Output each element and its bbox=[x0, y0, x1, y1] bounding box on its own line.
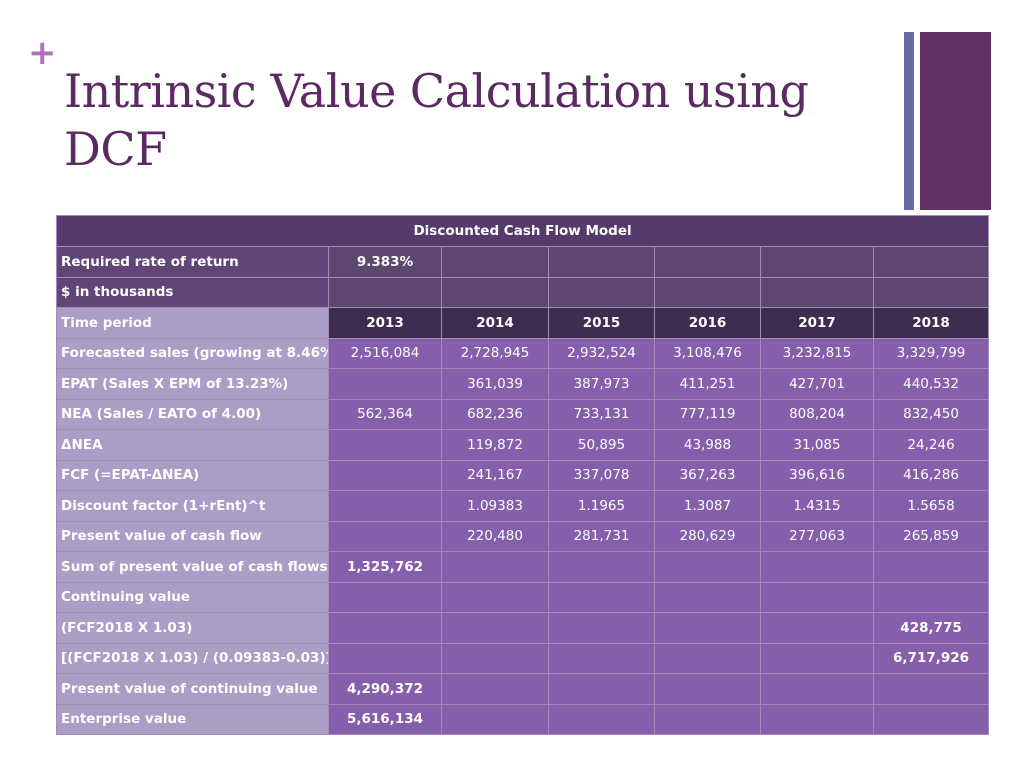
table-row: Present value of continuing value 4,290,… bbox=[56, 673, 990, 705]
year-cell: 2015 bbox=[548, 307, 655, 339]
value-cell: 440,532 bbox=[872, 368, 990, 400]
value-cell: 1.4315 bbox=[760, 490, 874, 522]
value-cell bbox=[328, 429, 442, 461]
row-label: FCF (=EPAT-ΔNEA) bbox=[56, 459, 329, 491]
value-cell: 119,872 bbox=[441, 429, 549, 461]
row-label: Enterprise value bbox=[56, 703, 329, 735]
table-row: Continuing value bbox=[56, 581, 990, 613]
table-row: ΔNEA 119,872 50,895 43,988 31,085 24,246 bbox=[56, 429, 990, 461]
table-row: NEA (Sales / EATO of 4.00) 562,364 682,2… bbox=[56, 398, 990, 430]
value-cell: 3,108,476 bbox=[654, 337, 761, 369]
row-label: NEA (Sales / EATO of 4.00) bbox=[56, 398, 329, 430]
row-label: $ in thousands bbox=[56, 276, 329, 308]
value-cell: 2,516,084 bbox=[328, 337, 442, 369]
table-row: [(FCF2018 X 1.03) / (0.09383-0.03)] 6,71… bbox=[56, 642, 990, 674]
value-cell: 1.3087 bbox=[654, 490, 761, 522]
value-cell: 733,131 bbox=[548, 398, 655, 430]
enterprise-value: 5,616,134 bbox=[328, 703, 442, 735]
table-header-row: Discounted Cash Flow Model bbox=[55, 215, 990, 247]
year-cell: 2014 bbox=[441, 307, 549, 339]
value-cell: 220,480 bbox=[441, 520, 549, 552]
table-row: Required rate of return 9.383% bbox=[56, 246, 990, 278]
table-row: EPAT (Sales X EPM of 13.23%) 361,039 387… bbox=[56, 368, 990, 400]
value-cell: 562,364 bbox=[328, 398, 442, 430]
value-cell: 2,932,524 bbox=[548, 337, 655, 369]
continuing-value-value: 6,717,926 bbox=[872, 642, 990, 674]
table-header: Discounted Cash Flow Model bbox=[55, 215, 990, 247]
required-rate-value: 9.383% bbox=[328, 246, 442, 278]
value-cell: 2,728,945 bbox=[441, 337, 549, 369]
dcf-table: Discounted Cash Flow Model Required rate… bbox=[55, 215, 990, 735]
value-cell: 50,895 bbox=[548, 429, 655, 461]
value-cell: 277,063 bbox=[760, 520, 874, 552]
table-row: Time period 2013 2014 2015 2016 2017 201… bbox=[56, 307, 990, 339]
row-label: Discount factor (1+rEnt)^t bbox=[56, 490, 329, 522]
value-cell: 1.1965 bbox=[548, 490, 655, 522]
value-cell: 411,251 bbox=[654, 368, 761, 400]
row-label: [(FCF2018 X 1.03) / (0.09383-0.03)] bbox=[56, 642, 329, 674]
fcf-growth-value: 428,775 bbox=[872, 612, 990, 644]
row-label: Required rate of return bbox=[56, 246, 329, 278]
row-label: Forecasted sales (growing at 8.46% ) bbox=[56, 337, 329, 369]
value-cell bbox=[328, 520, 442, 552]
value-cell bbox=[328, 459, 442, 491]
table-row: (FCF2018 X 1.03) 428,775 bbox=[56, 612, 990, 644]
table-row: Discount factor (1+rEnt)^t 1.09383 1.196… bbox=[56, 490, 990, 522]
value-cell: 241,167 bbox=[441, 459, 549, 491]
value-cell: 396,616 bbox=[760, 459, 874, 491]
value-cell: 361,039 bbox=[441, 368, 549, 400]
value-cell: 43,988 bbox=[654, 429, 761, 461]
value-cell: 1.5658 bbox=[872, 490, 990, 522]
decorative-bar-thin bbox=[904, 32, 914, 210]
row-label: Present value of continuing value bbox=[56, 673, 329, 705]
value-cell: 3,329,799 bbox=[872, 337, 990, 369]
slide-title: Intrinsic Value Calculation using DCF bbox=[64, 64, 809, 176]
value-cell: 337,078 bbox=[548, 459, 655, 491]
value-cell: 427,701 bbox=[760, 368, 874, 400]
pv-continuing-value: 4,290,372 bbox=[328, 673, 442, 705]
row-label: ΔNEA bbox=[56, 429, 329, 461]
year-cell: 2018 bbox=[872, 307, 990, 339]
value-cell: 281,731 bbox=[548, 520, 655, 552]
value-cell: 3,232,815 bbox=[760, 337, 874, 369]
year-cell: 2016 bbox=[654, 307, 761, 339]
table-row: Forecasted sales (growing at 8.46% ) 2,5… bbox=[56, 337, 990, 369]
value-cell: 31,085 bbox=[760, 429, 874, 461]
row-label: (FCF2018 X 1.03) bbox=[56, 612, 329, 644]
value-cell: 24,246 bbox=[872, 429, 990, 461]
value-cell: 682,236 bbox=[441, 398, 549, 430]
value-cell: 1.09383 bbox=[441, 490, 549, 522]
value-cell: 832,450 bbox=[872, 398, 990, 430]
sum-pv-value: 1,325,762 bbox=[328, 551, 442, 583]
row-label: Time period bbox=[56, 307, 329, 339]
value-cell: 367,263 bbox=[654, 459, 761, 491]
value-cell bbox=[328, 368, 442, 400]
value-cell: 416,286 bbox=[872, 459, 990, 491]
value-cell: 808,204 bbox=[760, 398, 874, 430]
table-row: Enterprise value 5,616,134 bbox=[56, 703, 990, 735]
row-label: Continuing value bbox=[56, 581, 329, 613]
value-cell: 280,629 bbox=[654, 520, 761, 552]
value-cell bbox=[328, 490, 442, 522]
decorative-bar-thick bbox=[920, 32, 991, 210]
year-cell: 2017 bbox=[760, 307, 874, 339]
plus-icon: + bbox=[28, 33, 57, 73]
table-row: FCF (=EPAT-ΔNEA) 241,167 337,078 367,263… bbox=[56, 459, 990, 491]
table-row: Sum of present value of cash flows 1,325… bbox=[56, 551, 990, 583]
row-label: Sum of present value of cash flows bbox=[56, 551, 329, 583]
row-label: EPAT (Sales X EPM of 13.23%) bbox=[56, 368, 329, 400]
year-cell: 2013 bbox=[328, 307, 442, 339]
table-row: $ in thousands bbox=[56, 276, 990, 308]
table-row: Present value of cash flow 220,480 281,7… bbox=[56, 520, 990, 552]
value-cell: 265,859 bbox=[872, 520, 990, 552]
value-cell: 387,973 bbox=[548, 368, 655, 400]
row-label: Present value of cash flow bbox=[56, 520, 329, 552]
value-cell: 777,119 bbox=[654, 398, 761, 430]
